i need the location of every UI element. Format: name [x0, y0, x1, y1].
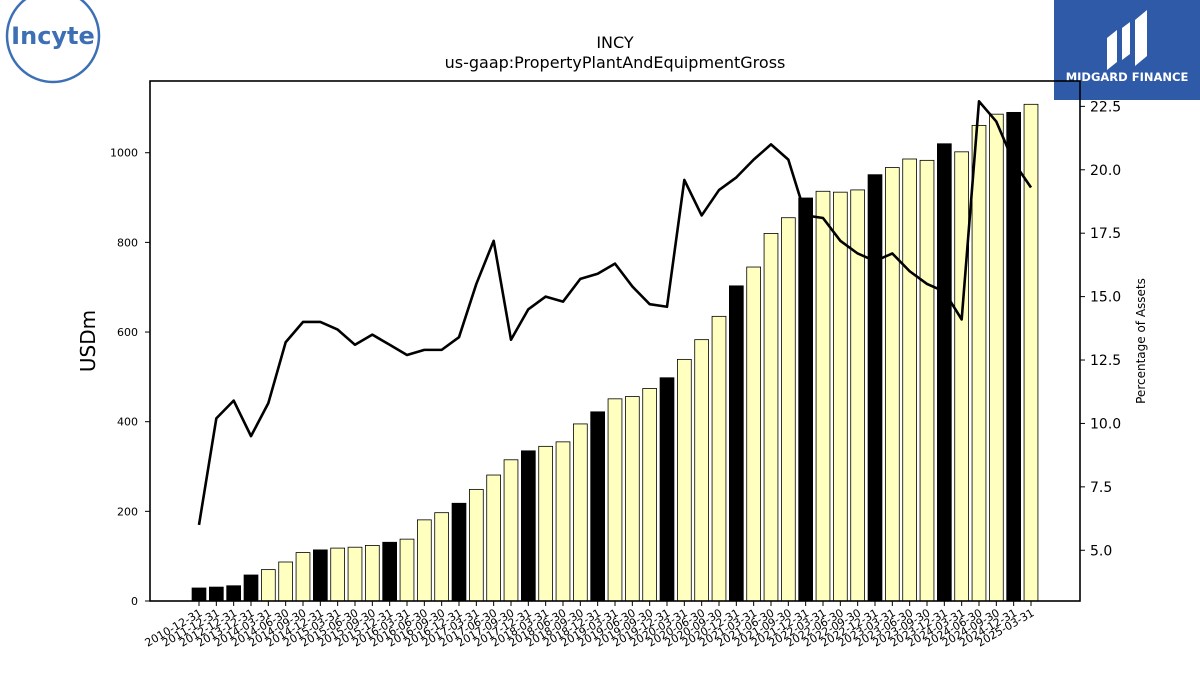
bar-2014-09-30: [295, 552, 311, 602]
y-axis-label: USDm: [76, 310, 100, 372]
bar-2017-06-30: [486, 474, 502, 602]
bar-2021-06-30: [763, 233, 779, 602]
y2-tick-label: 12.5: [1090, 353, 1121, 369]
bar-2020-09-30: [711, 315, 727, 602]
bar-2018-12-31: [590, 411, 605, 602]
bar-2022-06-30: [833, 191, 848, 602]
bar-2011-12-31: [208, 586, 224, 602]
bar-2024-09-30: [989, 113, 1004, 602]
y2-axis-label: Percentage of Assets: [1134, 278, 1148, 404]
bar-2019-03-31: [607, 398, 623, 602]
bar-2012-12-31: [226, 585, 241, 602]
y-tick-label: 200: [117, 505, 138, 518]
y2-tick-label: 7.5: [1090, 480, 1112, 496]
y2-tick-label: 5.0: [1090, 543, 1112, 559]
company-logo: Incyte: [5, 0, 101, 84]
bar-2022-12-31: [867, 174, 883, 602]
bar-2022-03-31: [815, 190, 831, 602]
y2-tick-label: 10.0: [1090, 416, 1121, 432]
bar-2017-12-31: [521, 450, 536, 602]
bar-2014-12-31: [312, 549, 328, 602]
y2-tick-label: 15.0: [1090, 290, 1121, 306]
line-layer: [197, 99, 1033, 526]
bar-2019-12-31: [659, 377, 675, 602]
y-tick-label: 400: [117, 416, 138, 429]
bar-2017-03-31: [468, 488, 484, 602]
bar-2022-09-30: [850, 189, 865, 602]
bars-layer: [191, 103, 1039, 602]
bar-2024-03-31: [954, 151, 969, 602]
y-tick-label: 600: [117, 326, 138, 339]
bar-2015-03-31: [330, 547, 346, 602]
publisher-logo: MIDGARD FINANCE: [1054, 0, 1200, 100]
bar-2015-12-31: [382, 541, 398, 602]
bar-2023-09-30: [919, 159, 935, 602]
bar-2016-03-31: [399, 538, 415, 602]
bar-2023-12-31: [937, 143, 952, 602]
bar-2024-06-30: [971, 124, 987, 602]
bar-2017-09-30: [503, 459, 519, 602]
logo-ring-icon: [5, 0, 101, 84]
bar-2020-03-31: [677, 358, 692, 602]
company-logo-text: Incyte: [11, 22, 95, 50]
y2-tick-label: 20.0: [1090, 163, 1121, 179]
bar-2014-03-31: [260, 569, 276, 602]
chart-subtitle: us-gaap:PropertyPlantAndEquipmentGross: [445, 53, 786, 72]
bar-2019-06-30: [625, 396, 640, 602]
bar-2013-12-31: [243, 574, 259, 602]
bar-2020-06-30: [694, 339, 709, 602]
bar-2016-09-30: [434, 512, 450, 602]
bar-2021-03-31: [746, 266, 761, 602]
y-tick-label: 1000: [110, 147, 138, 160]
bar-2021-12-31: [798, 197, 813, 602]
bar-2016-06-30: [416, 519, 432, 602]
bar-2023-03-31: [885, 167, 900, 602]
chart-title: INCY: [596, 33, 634, 52]
bar-2020-12-31: [729, 285, 744, 602]
bar-2023-06-30: [902, 158, 917, 602]
bar-2015-09-30: [364, 545, 380, 602]
bar-2024-12-31: [1006, 111, 1021, 602]
bar-2014-06-30: [278, 561, 294, 602]
bar-2019-09-30: [642, 388, 657, 602]
publisher-name: MIDGARD FINANCE: [1066, 70, 1189, 84]
bar-2021-09-30: [781, 217, 796, 602]
bar-2015-06-30: [347, 546, 363, 602]
midgard-mark-icon: [1107, 10, 1147, 70]
bar-2018-09-30: [573, 423, 588, 602]
bar-2018-06-30: [555, 441, 571, 602]
y2-tick-label: 17.5: [1090, 226, 1121, 242]
axes-layer: 0 200 400 600 800 1000 5.0 7.5 10.0 12.5 15.0 17.5 2…: [110, 80, 1121, 650]
y-tick-label: 0: [131, 595, 138, 608]
y2-tick-label: 22.5: [1090, 99, 1121, 115]
y-tick-label: 800: [117, 236, 138, 249]
bar-2018-03-31: [538, 445, 553, 602]
bar-2016-12-31: [451, 502, 467, 602]
bar-2010-12-31: [191, 587, 207, 602]
